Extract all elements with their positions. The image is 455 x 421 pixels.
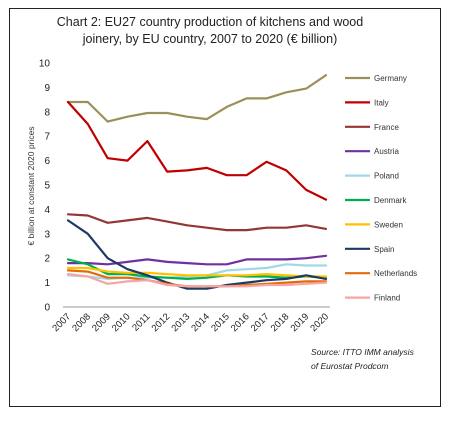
x-tick-label-2008: 2008 bbox=[70, 311, 93, 334]
series-line-finland bbox=[66, 273, 328, 288]
x-tick-label-2018: 2018 bbox=[269, 311, 292, 334]
series-line-sweden bbox=[66, 266, 328, 278]
x-tick-label-2019: 2019 bbox=[289, 311, 312, 334]
legend-label-germany: Germany bbox=[374, 74, 407, 83]
x-tick-label-2013: 2013 bbox=[169, 311, 192, 334]
y-tick-label-5: 5 bbox=[44, 181, 50, 192]
series-line-denmark bbox=[66, 258, 328, 280]
series-lines bbox=[66, 74, 328, 290]
x-tick-label-2016: 2016 bbox=[229, 311, 252, 334]
y-tick-label-2: 2 bbox=[44, 254, 50, 265]
legend: Germany Italy France Austria Poland Denmark Sw… bbox=[345, 74, 417, 303]
chart-title: Chart 2: EU27 country production of kitc… bbox=[40, 14, 380, 48]
chart-title-line-1: Chart 2: EU27 country production of kitc… bbox=[56, 15, 364, 29]
source-note-line-2: of Eurostat Prodcom bbox=[311, 361, 389, 371]
x-tick-label-2009: 2009 bbox=[90, 311, 113, 334]
legend-label-austria: Austria bbox=[374, 147, 399, 156]
legend-label-spain: Spain bbox=[374, 245, 394, 254]
y-axis-label: € billion at constant 2020 prices bbox=[26, 126, 36, 245]
legend-label-italy: Italy bbox=[374, 98, 389, 107]
x-tick-label-2015: 2015 bbox=[209, 311, 232, 334]
legend-label-finland: Finland bbox=[374, 294, 400, 303]
y-tick-label-7: 7 bbox=[44, 132, 50, 143]
y-tick-label-0: 0 bbox=[44, 303, 50, 314]
y-tick-label-8: 8 bbox=[44, 107, 50, 118]
x-tick-label-2007: 2007 bbox=[50, 311, 73, 334]
series-line-italy bbox=[66, 100, 328, 201]
series-line-france bbox=[66, 213, 328, 232]
y-tick-label-1: 1 bbox=[44, 278, 50, 289]
y-tick-label-6: 6 bbox=[44, 156, 50, 167]
x-tick-label-2012: 2012 bbox=[150, 311, 173, 334]
chart-frame bbox=[9, 8, 441, 407]
series-line-spain bbox=[66, 219, 328, 290]
x-tick-label-2011: 2011 bbox=[130, 311, 152, 333]
y-tick-label-4: 4 bbox=[44, 205, 50, 216]
x-axis: 2007200820092010201120122013201420152016… bbox=[50, 306, 331, 334]
series-line-germany bbox=[66, 74, 328, 123]
x-tick-label-2017: 2017 bbox=[249, 311, 272, 334]
chart-title-line-2: joinery, by EU country, 2007 to 2020 (€ … bbox=[82, 32, 338, 46]
y-tick-label-3: 3 bbox=[44, 229, 50, 240]
y-tick-label-9: 9 bbox=[44, 83, 50, 94]
source-note: Source: ITTO IMM analysis of Eurostat Pr… bbox=[311, 345, 421, 373]
x-tick-label-2020: 2020 bbox=[308, 311, 331, 334]
legend-label-sweden: Sweden bbox=[374, 220, 403, 229]
x-tick-label-2014: 2014 bbox=[189, 311, 212, 334]
source-note-line-1: Source: ITTO IMM analysis bbox=[311, 347, 414, 357]
legend-label-denmark: Denmark bbox=[374, 196, 407, 205]
legend-label-poland: Poland bbox=[374, 172, 399, 181]
y-axis: 0 1 2 3 4 5 6 7 8 9 10 bbox=[39, 59, 51, 314]
y-tick-label-10: 10 bbox=[39, 59, 51, 70]
legend-label-france: France bbox=[374, 123, 399, 132]
series-line-austria bbox=[66, 254, 328, 266]
legend-label-netherlands: Netherlands bbox=[374, 269, 417, 278]
x-tick-label-2010: 2010 bbox=[110, 311, 133, 334]
